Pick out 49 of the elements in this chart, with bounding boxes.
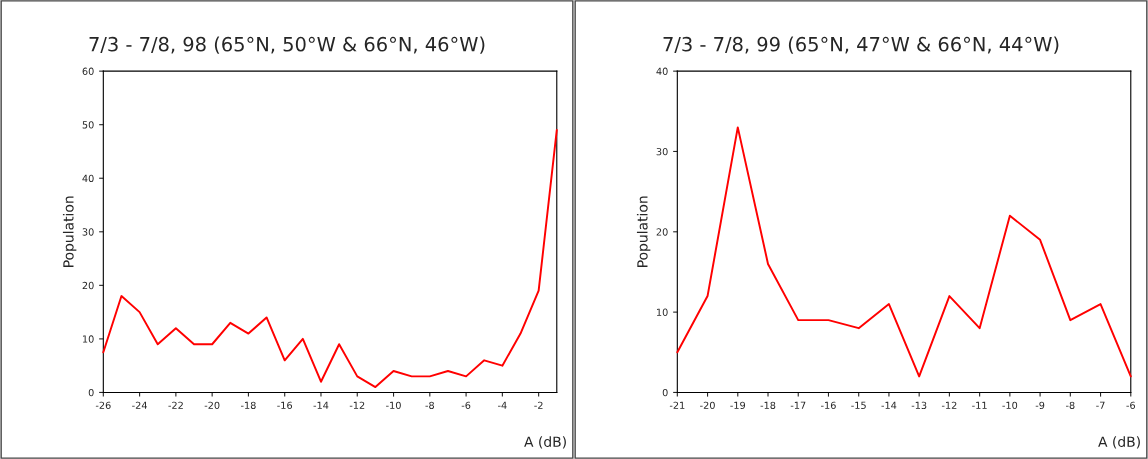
x-tick-label: -18 bbox=[240, 401, 256, 409]
line-series bbox=[102, 129, 558, 389]
x-tick-label: -4 bbox=[497, 401, 507, 409]
y-axis-title: Population bbox=[62, 196, 77, 267]
x-tick-label: -2 bbox=[534, 401, 543, 409]
x-tick-label: -26 bbox=[95, 401, 111, 409]
x-axis-title: A (dB) bbox=[524, 436, 566, 449]
x-tick-label: -18 bbox=[760, 401, 776, 409]
y-tick-label: 50 bbox=[82, 121, 94, 129]
y-axis-title: Population bbox=[636, 196, 651, 267]
y-tick-label: 60 bbox=[82, 67, 94, 75]
y-tick-label: 0 bbox=[88, 388, 94, 397]
x-tick-label: -8 bbox=[425, 401, 434, 409]
x-tick-label: -16 bbox=[277, 401, 293, 409]
x-tick-label: -7 bbox=[1096, 401, 1105, 409]
y-tick-label: 40 bbox=[82, 174, 94, 183]
chart-title: 7/3 - 7/8, 98 (65°N, 50°W & 66°N, 46°W) bbox=[89, 36, 485, 54]
x-tick-label: -15 bbox=[851, 401, 866, 409]
x-tick-label: -20 bbox=[204, 401, 220, 409]
x-tick-label: -17 bbox=[790, 401, 806, 409]
x-tick-label: -14 bbox=[313, 401, 329, 409]
y-tick-label: 20 bbox=[82, 281, 94, 290]
x-tick-label: -14 bbox=[881, 401, 897, 409]
y-tick-label: 30 bbox=[656, 147, 668, 156]
x-tick-label: -11 bbox=[972, 401, 987, 409]
y-tick-label: 20 bbox=[656, 228, 668, 236]
x-tick-label: -12 bbox=[941, 401, 957, 409]
y-tick-label: 30 bbox=[82, 228, 94, 236]
x-tick-label: -16 bbox=[821, 401, 836, 409]
chart-title: 7/3 - 7/8, 99 (65°N, 47°W & 66°N, 44°W) bbox=[663, 36, 1059, 54]
x-tick-label: -13 bbox=[911, 401, 927, 409]
y-tick-label: 10 bbox=[656, 308, 668, 316]
x-tick-label: -21 bbox=[669, 401, 685, 409]
x-axis-title: A (dB) bbox=[1098, 436, 1140, 449]
x-tick-label: -9 bbox=[1035, 401, 1045, 409]
y-tick-label: 40 bbox=[656, 67, 668, 75]
x-tick-label: -20 bbox=[700, 401, 715, 409]
x-tick-label: -12 bbox=[349, 401, 365, 409]
x-tick-label: -6 bbox=[1126, 401, 1136, 409]
x-tick-label: -24 bbox=[132, 401, 147, 409]
x-tick-label: -10 bbox=[1002, 401, 1018, 409]
x-tick-label: -8 bbox=[1065, 401, 1075, 409]
y-tick-label: 0 bbox=[662, 388, 668, 397]
x-tick-label: -6 bbox=[461, 401, 471, 409]
y-tick-label: 10 bbox=[82, 335, 94, 343]
line-series bbox=[676, 126, 1132, 378]
x-tick-label: -22 bbox=[168, 401, 183, 409]
x-tick-label: -19 bbox=[730, 401, 746, 409]
x-tick-label: -10 bbox=[386, 401, 401, 409]
